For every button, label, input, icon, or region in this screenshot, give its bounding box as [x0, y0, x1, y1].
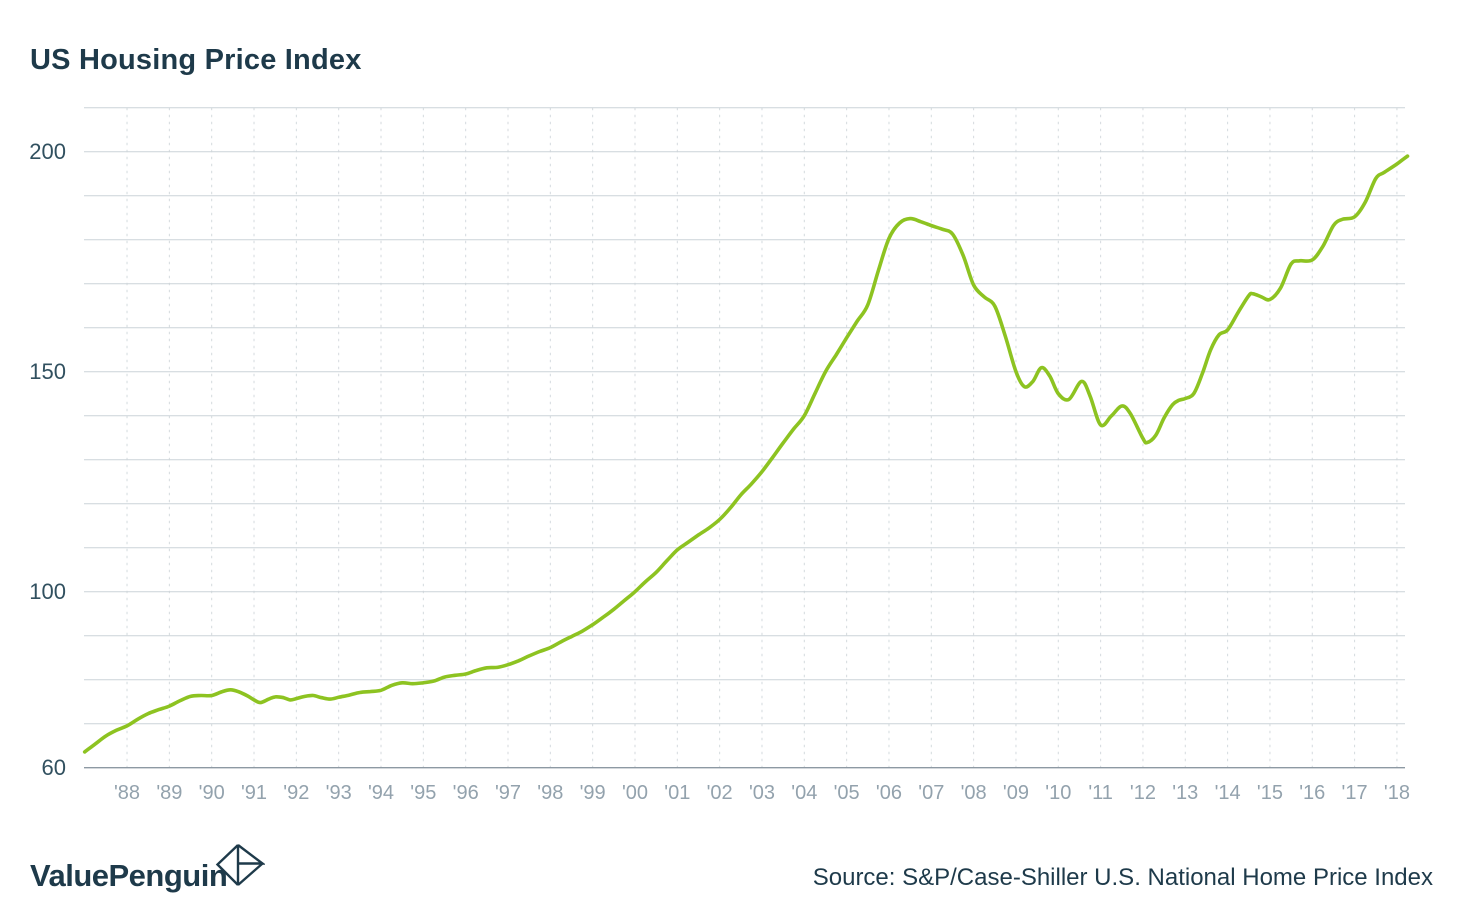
y-axis-tick-label: 60 [42, 755, 66, 780]
x-axis-tick-label: '94 [368, 782, 394, 804]
page-title: US Housing Price Index [30, 44, 362, 76]
x-axis-tick-label: '01 [664, 782, 690, 804]
x-axis-tick-label: '02 [707, 782, 733, 804]
x-axis-tick-label: '15 [1257, 782, 1283, 804]
x-axis-tick-label: '98 [537, 782, 563, 804]
x-axis-tick-label: '07 [918, 782, 944, 804]
x-axis-tick-label: '10 [1045, 782, 1071, 804]
housing-price-index-series-line [82, 154, 1410, 754]
x-axis-tick-label: '90 [199, 782, 225, 804]
icon-lower-diagonal [237, 862, 264, 886]
icon-diamond-left [215, 844, 239, 886]
x-axis-tick-label: '92 [283, 782, 309, 804]
x-axis-tick-label: '08 [961, 782, 987, 804]
x-axis-tick-label: '09 [1003, 782, 1029, 804]
y-axis-tick-label: 200 [29, 139, 66, 164]
x-axis-tick-label: '17 [1342, 782, 1368, 804]
x-axis-tick-label: '00 [622, 782, 648, 804]
valuepenguin-penguin-origami-icon [215, 844, 265, 886]
housing-price-index-line-chart: 60 100 150 200 '88 '89 '90 '91 '92 '93 '94 '95 '96 '9… [29, 107, 1410, 804]
x-axis-tick-label: '93 [326, 782, 352, 804]
y-axis-tick-label: 150 [29, 359, 66, 384]
x-axis-tick-label: '89 [156, 782, 182, 804]
brand-logo: ValuePenguin [30, 844, 265, 906]
x-axis-tick-label: '12 [1130, 782, 1156, 804]
x-axis-tick-label: '91 [241, 782, 267, 804]
x-axis-tick-label: '99 [580, 782, 606, 804]
x-axis-tick-label: '13 [1172, 782, 1198, 804]
y-axis-tick-label: 100 [29, 579, 66, 604]
x-axis-tick-label: '16 [1299, 782, 1325, 804]
x-axis-tick-label: '03 [749, 782, 775, 804]
icon-upper-triangle [237, 844, 265, 865]
x-axis-tick-label: '88 [114, 782, 140, 804]
brand-wordmark: ValuePenguin [30, 858, 228, 893]
x-axis-tick-label: '11 [1088, 782, 1113, 804]
x-axis-tick-label: '97 [495, 782, 521, 804]
x-axis-tick-label: '06 [876, 782, 902, 804]
x-axis-tick-label: '05 [834, 782, 860, 804]
x-axis-tick-label: '96 [453, 782, 479, 804]
x-axis-tick-label: '04 [791, 782, 817, 804]
x-axis-tick-label: '18 [1384, 782, 1410, 804]
x-axis-tick-label: '95 [410, 782, 436, 804]
source-attribution: Source: S&P/Case-Shiller U.S. National H… [812, 864, 1433, 891]
x-axis-tick-label: '14 [1215, 782, 1241, 804]
